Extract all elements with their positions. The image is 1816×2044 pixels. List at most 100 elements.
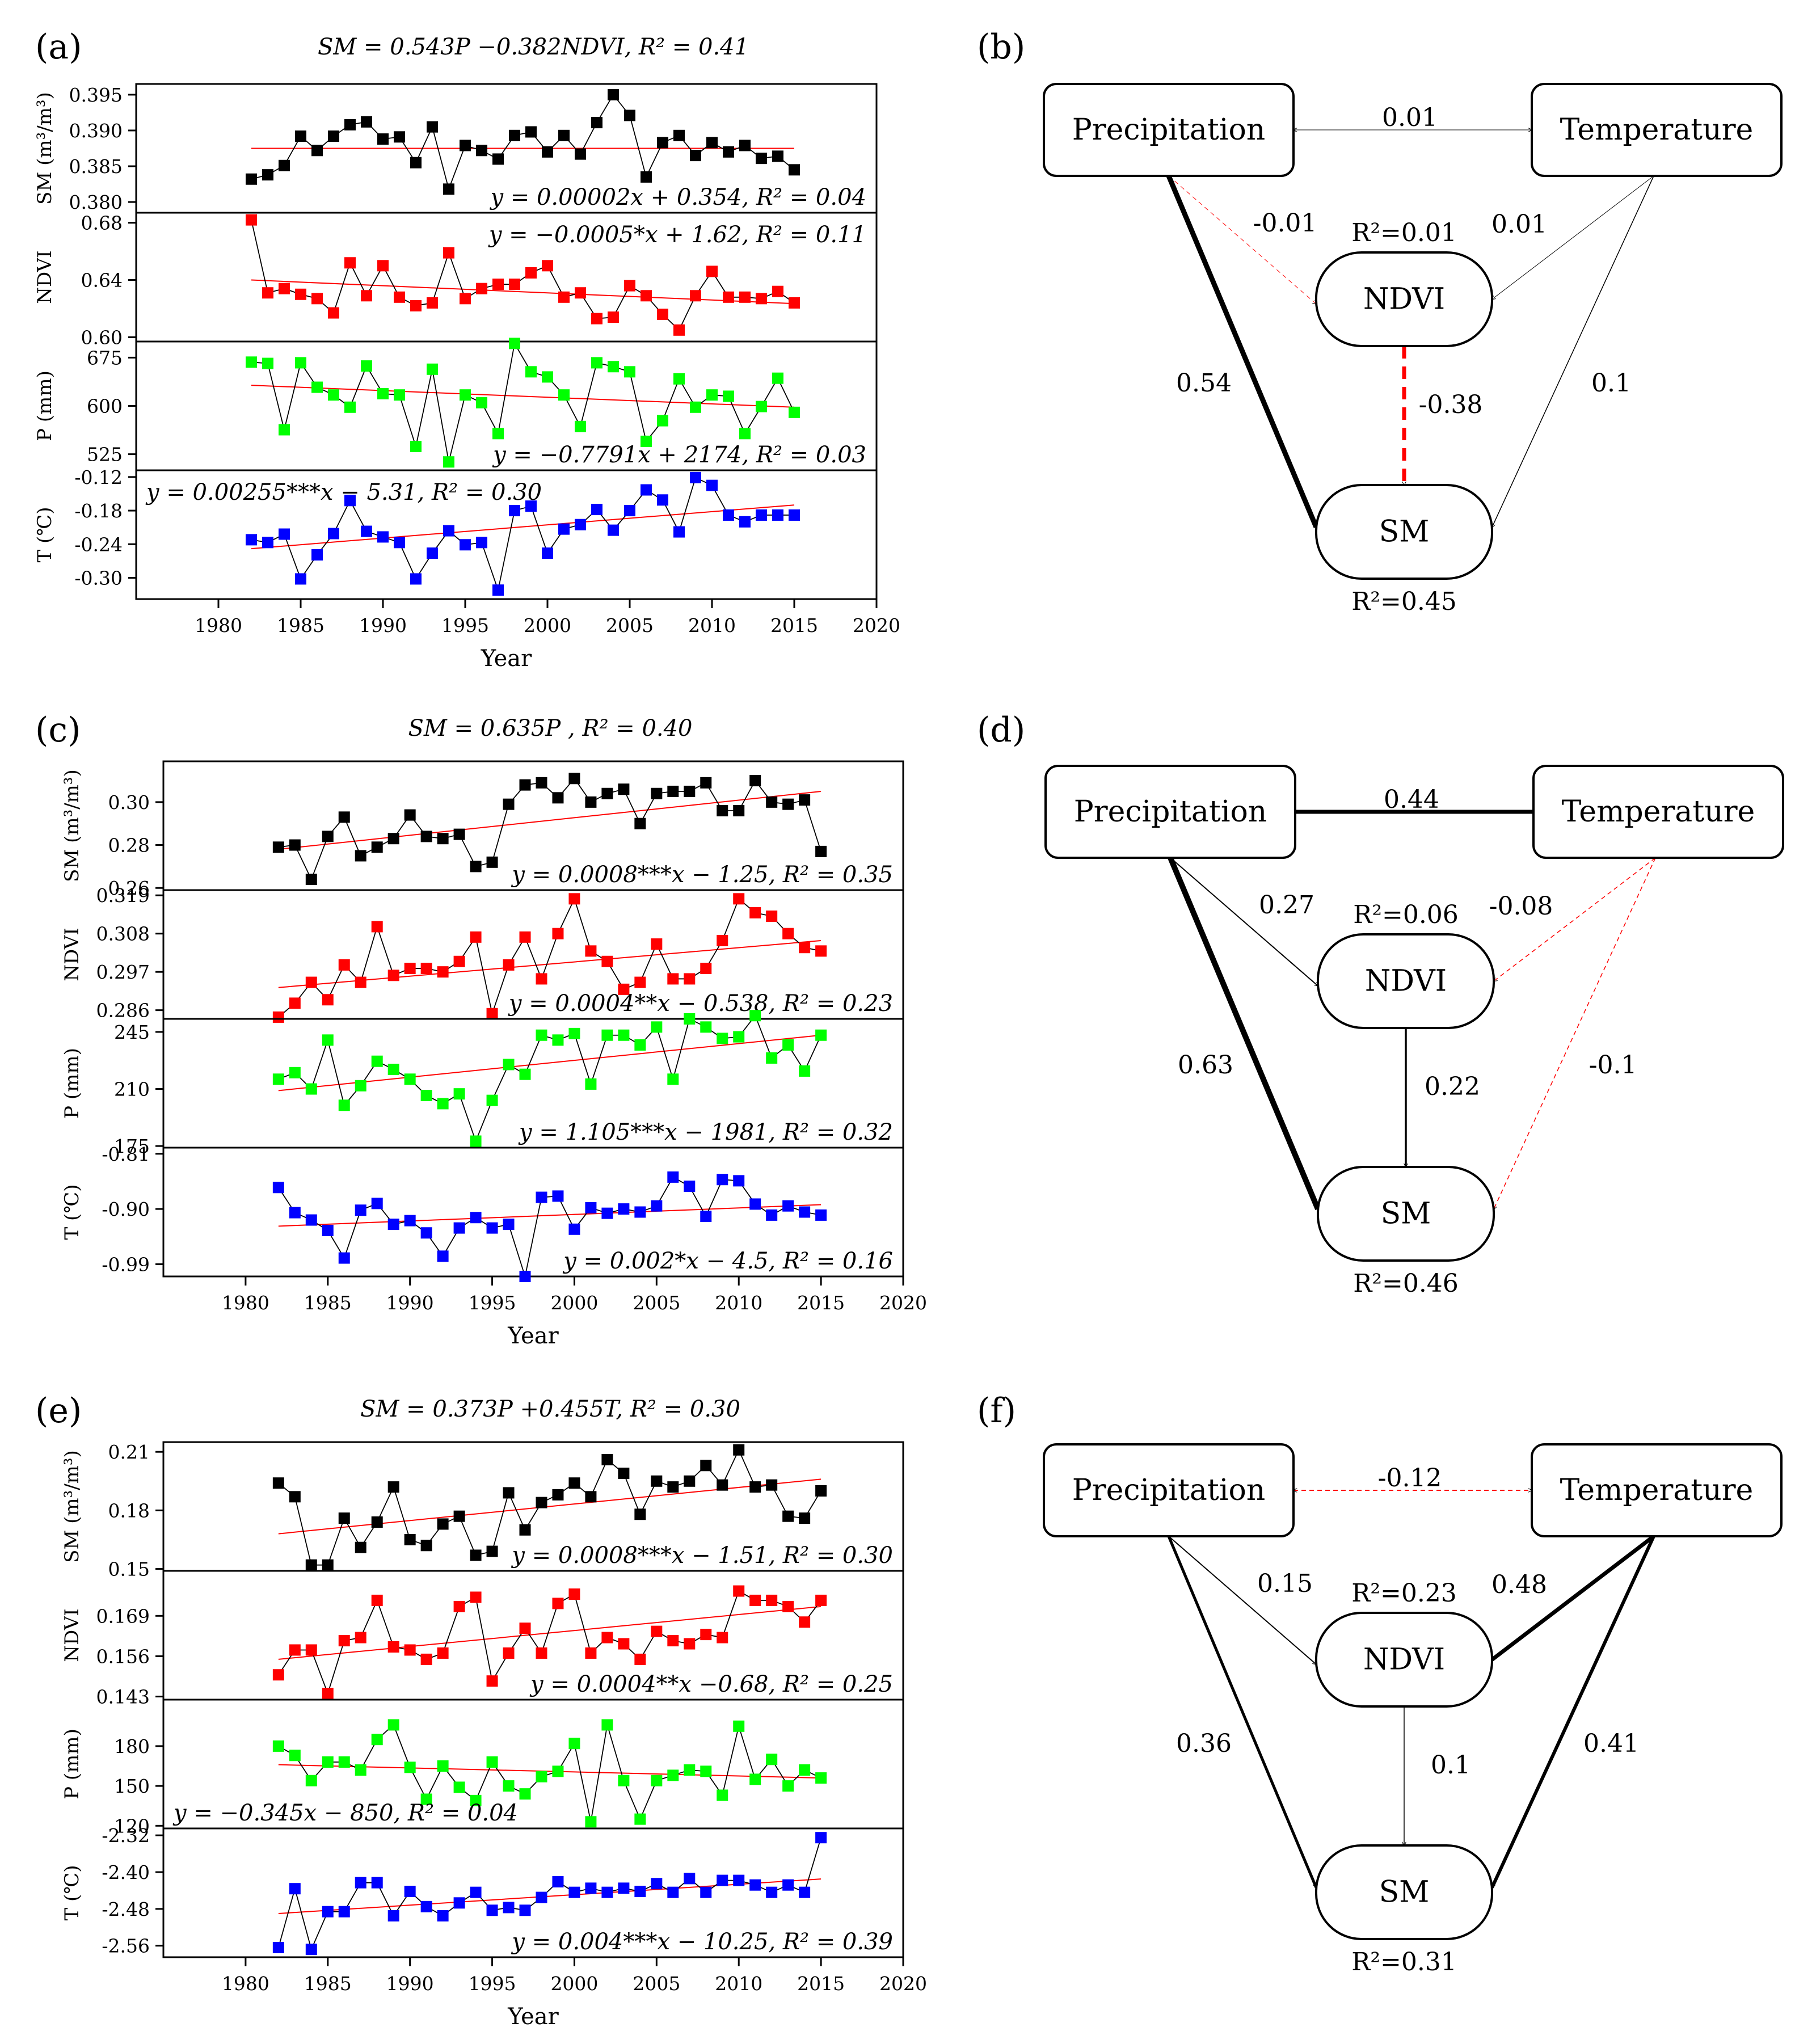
data-point-1986 [338, 1099, 350, 1111]
data-point-2008 [700, 1886, 712, 1898]
data-point-1995 [460, 389, 471, 401]
data-point-1986 [338, 811, 350, 823]
data-line [278, 1723, 821, 1822]
data-point-2004 [634, 1813, 646, 1825]
data-point-2011 [749, 1481, 761, 1493]
x-tick-label: 2005 [606, 614, 654, 637]
data-point-1982 [272, 1740, 284, 1752]
data-point-1991 [394, 389, 405, 401]
data-point-2002 [601, 1029, 613, 1041]
data-point-1982 [272, 1182, 284, 1194]
data-point-1983 [262, 169, 273, 181]
y-tick-label: -2.48 [102, 1898, 150, 1920]
data-point-2015 [815, 945, 827, 957]
data-point-1996 [476, 283, 487, 294]
x-tick-label: 2015 [797, 1292, 845, 1314]
data-point-2010 [733, 1874, 745, 1886]
series-t: -0.81 -0.90 -0.99 T (℃) y = 0.002*x − 4.5, R… [61, 1143, 904, 1282]
data-point-2010 [733, 1031, 745, 1043]
data-point-2001 [558, 523, 570, 535]
data-point-2005 [651, 1200, 663, 1212]
data-line [251, 477, 794, 592]
data-point-2003 [618, 1638, 630, 1650]
path-diagrams-layer: (b) 0.01 -0.01 0.01 0.54 -0.38 0.1 Precipitatio… [977, 27, 1784, 1976]
data-point-2001 [558, 291, 570, 303]
data-point-1987 [355, 1541, 366, 1553]
x-axis-label: Year [507, 2004, 559, 2030]
data-point-1992 [410, 300, 422, 311]
x-axis-label: Year [507, 1323, 559, 1349]
path-coefficient-precip-sm: 0.36 [1176, 1729, 1232, 1758]
data-point-2012 [766, 1479, 778, 1491]
data-point-2009 [690, 150, 701, 162]
data-point-2005 [651, 1475, 663, 1487]
data-point-2004 [608, 311, 619, 323]
series-sm: 0.30 0.28 0.26 SM (m³/m³) y = 0.0008***x − 1… [61, 760, 904, 899]
data-point-2005 [651, 1878, 663, 1890]
data-point-2015 [815, 1594, 827, 1606]
data-line [278, 1590, 821, 1695]
data-point-2003 [618, 1029, 630, 1041]
data-point-1999 [552, 792, 564, 804]
data-point-1984 [279, 528, 290, 540]
data-point-1988 [371, 1055, 383, 1067]
data-point-2014 [772, 509, 783, 521]
node-precip [1044, 765, 1296, 859]
data-point-1989 [361, 290, 372, 302]
data-point-2013 [782, 1039, 794, 1051]
data-point-1999 [525, 500, 537, 512]
data-point-1984 [305, 1644, 317, 1656]
data-point-2010 [733, 1720, 745, 1732]
data-point-2002 [575, 519, 586, 530]
data-point-1987 [355, 1632, 366, 1643]
data-point-1983 [289, 1067, 301, 1078]
data-point-2006 [667, 1481, 679, 1493]
y-axis-label: T (℃) [33, 507, 56, 562]
path-diagram-1: (d) 0.44 0.27 -0.08 0.63 0.22 -0.1 Precipitatio… [977, 710, 1784, 1298]
trend-line [278, 1878, 821, 1914]
data-point-1987 [355, 1764, 366, 1776]
node-label-precip: Precipitation [1074, 795, 1267, 829]
data-point-1992 [437, 1098, 449, 1110]
trend-line [251, 504, 795, 550]
data-point-1990 [404, 1215, 416, 1227]
path-coefficient-temp-sm: 0.1 [1591, 369, 1631, 398]
data-point-2002 [601, 1886, 613, 1898]
data-point-2005 [651, 1775, 663, 1786]
data-point-2003 [591, 357, 602, 369]
data-point-2005 [624, 109, 635, 121]
data-point-1992 [437, 1647, 449, 1659]
data-point-2000 [568, 1027, 580, 1039]
x-tick-label: 2000 [550, 1292, 598, 1314]
series-p: 180 150 120 P (mm) y = −0.345x − 850, R² = 0… [61, 1699, 904, 1837]
data-point-1997 [492, 584, 504, 596]
data-point-1987 [355, 1204, 366, 1216]
data-point-1983 [289, 1644, 301, 1656]
data-point-1984 [305, 1214, 317, 1226]
data-point-2008 [673, 129, 685, 141]
panel-label: (e) [35, 1391, 82, 1431]
data-point-2006 [667, 1635, 679, 1647]
data-point-2006 [667, 1073, 679, 1085]
node-label-temp: Temperature [1560, 1473, 1754, 1507]
data-point-2000 [542, 260, 553, 272]
data-point-1999 [525, 126, 537, 138]
data-point-1988 [371, 1516, 383, 1528]
data-point-1995 [486, 1222, 498, 1234]
data-point-2013 [782, 1879, 794, 1891]
path-coefficient-precip-temp: 0.44 [1384, 785, 1439, 814]
y-axis-label: NDVI [33, 250, 56, 304]
data-point-2006 [667, 1769, 679, 1781]
data-point-1998 [536, 1497, 547, 1508]
data-point-1996 [476, 145, 487, 157]
data-point-1998 [536, 1891, 547, 1903]
data-point-2000 [568, 1738, 580, 1750]
series-p: 675 600 525 P (mm) y = −0.7791x + 2174, R² =… [33, 338, 878, 471]
regression-equation: y = 1.105***x − 1981, R² = 0.32 [518, 1119, 893, 1145]
data-point-2004 [634, 817, 646, 829]
node-temp [1532, 765, 1784, 859]
data-point-1996 [503, 1780, 515, 1792]
data-point-1986 [338, 1756, 350, 1768]
data-point-1990 [404, 963, 416, 975]
data-point-2009 [717, 934, 728, 946]
